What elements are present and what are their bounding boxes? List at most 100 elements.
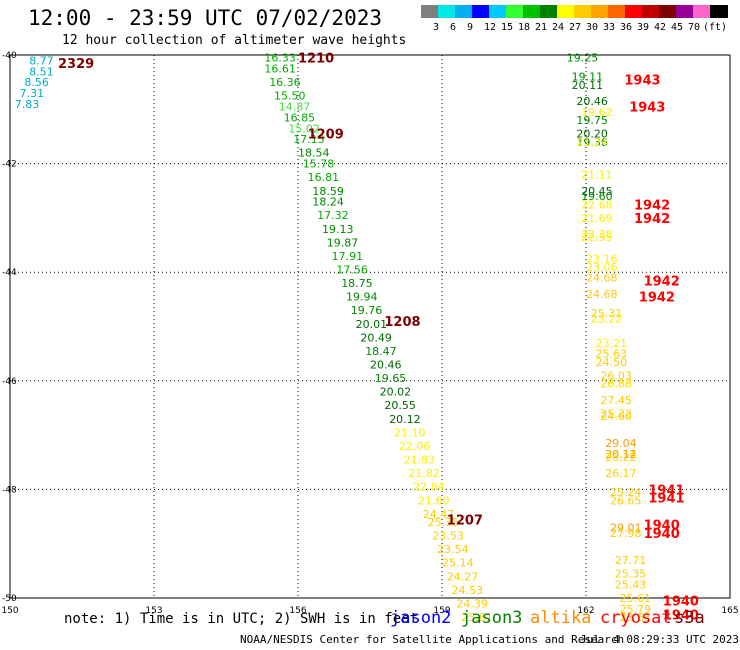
satellite-altika: altika: [530, 608, 592, 628]
wave-height-value: 25.24: [610, 486, 642, 499]
wave-height-value: 22.68: [581, 198, 613, 211]
wave-height-value: 16.85: [284, 111, 316, 124]
wave-height-value: 23.16: [586, 253, 618, 266]
wave-height-value: 19.65: [375, 372, 407, 385]
colorbar-swatch: [472, 5, 490, 18]
x-tick-label: 159: [433, 606, 450, 616]
wave-height-value: 23.63: [620, 611, 652, 624]
wave-height-value: 20.20: [576, 128, 608, 141]
wave-height-value: 26.65: [610, 494, 642, 507]
wave-height-value: 22.55: [581, 231, 613, 244]
wave-height-value: 23.54: [437, 543, 469, 556]
wave-height-value: 23.06: [586, 261, 618, 274]
wave-height-value: 19.25: [567, 52, 599, 65]
wave-height-value: 17.56: [336, 263, 368, 276]
track-time-label: 1207: [447, 513, 483, 528]
wave-height-value: 14.87: [279, 101, 311, 114]
wave-height-value: 19.60: [581, 190, 613, 203]
wave-height-value: 17.15: [293, 133, 325, 146]
wave-height-value: 25.31: [591, 307, 623, 320]
wave-height-value: 20.11: [572, 79, 604, 92]
colorbar-label: 6: [450, 22, 457, 33]
wave-height-value: 19.75: [576, 114, 608, 127]
x-tick-label: 156: [289, 606, 306, 616]
colorbar-label: 3: [433, 22, 440, 33]
wave-height-value: 21.69: [581, 212, 613, 225]
colorbar-label: 12: [484, 22, 497, 33]
wave-height-value: 19.87: [327, 236, 359, 249]
wave-height-value: 23.53: [432, 530, 464, 543]
wave-height-value: 18.47: [365, 345, 397, 358]
colorbar-swatch: [506, 5, 524, 18]
colorbar-swatch: [642, 5, 660, 18]
wave-height-value: 25.63: [596, 348, 628, 361]
wave-height-value: 24.53: [452, 584, 484, 597]
wave-height-value: 20.49: [360, 331, 392, 344]
wave-height-value: 27.98: [610, 527, 642, 540]
y-tick-label: -48: [2, 485, 17, 495]
colorbar-swatch: [523, 5, 541, 18]
wave-height-value: 30.12: [605, 448, 637, 461]
wave-height-value: 16.36: [269, 76, 301, 89]
wave-height-value: 24.60: [600, 410, 632, 423]
wave-height-value: 21.11: [581, 168, 613, 181]
wave-height-value: 15.78: [303, 158, 335, 171]
wave-height-value: 17.91: [332, 250, 364, 263]
colorbar-label: 70: [688, 22, 701, 33]
colorbar-swatch: [676, 5, 694, 18]
wave-height-value: 15.50: [274, 90, 306, 103]
wave-height-value: 25.61: [620, 592, 652, 605]
colorbar-swatch: [693, 5, 711, 18]
y-tick-label: -46: [2, 377, 17, 387]
wave-height-value: 21.83: [404, 454, 436, 467]
y-tick-label: -44: [2, 268, 17, 278]
colorbar-swatch: [591, 5, 609, 18]
wave-height-value: 25.35: [428, 516, 460, 529]
wave-height-value: 24.68: [586, 288, 618, 301]
wave-height-value: 27.71: [615, 554, 647, 567]
wave-height-value: 18.59: [312, 185, 344, 198]
track-time-label: 1942: [639, 291, 675, 306]
wave-height-value: 18.24: [312, 196, 344, 209]
wave-height-value: 21.24: [576, 136, 608, 149]
colorbar-swatch: [540, 5, 558, 18]
wave-height-value: 23.21: [596, 337, 628, 350]
wave-height-value: 24.27: [447, 570, 479, 583]
colorbar-swatch: [438, 5, 456, 18]
wave-height-value: 8.56: [24, 76, 49, 89]
wave-height-value: 19.62: [581, 106, 613, 119]
colorbar-label: 15: [501, 22, 514, 33]
colorbar-label: 36: [620, 22, 633, 33]
satellite-s3a: s3a: [674, 608, 705, 628]
colorbar-label: 27: [569, 22, 582, 33]
track-time-label: 1940: [644, 527, 680, 542]
wave-height-value: 19.94: [346, 291, 378, 304]
wave-height-value: 25.43: [615, 578, 647, 591]
wave-height-value: 26.17: [605, 467, 637, 480]
wave-height-value: 23.22: [591, 312, 623, 325]
wave-height-value: 24.39: [456, 597, 488, 610]
colorbar-label: 33: [603, 22, 616, 33]
track-time-label: 1208: [384, 315, 420, 330]
satellite-cryosat: cryosat: [600, 608, 672, 628]
wave-height-value: 16.81: [308, 171, 340, 184]
wave-height-value: 26.14: [605, 448, 637, 461]
track-time-label: 1941: [648, 483, 684, 498]
y-tick-label: -50: [2, 594, 17, 604]
credit-text: NOAA/NESDIS Center for Satellite Applica…: [240, 633, 625, 646]
wave-height-value: 17.32: [317, 209, 349, 222]
colorbar-unit: (ft): [703, 22, 728, 33]
x-tick-label: 162: [577, 606, 594, 616]
wave-height-value: 21.10: [394, 426, 426, 439]
wave-height-value: 24.47: [423, 508, 455, 521]
colorbar-label: 39: [637, 22, 650, 33]
colorbar-label: 18: [518, 22, 531, 33]
wave-height-value: 25.35: [615, 568, 647, 581]
x-tick-label: 150: [1, 606, 18, 616]
wave-height-value: 7.31: [20, 87, 44, 100]
track-time-label: 1209: [308, 128, 344, 143]
timestamp: Jul 4 08:29:33 UTC 2023: [580, 633, 739, 646]
x-tick-label: 165: [721, 606, 738, 616]
track-time-label: 1943: [629, 101, 665, 116]
